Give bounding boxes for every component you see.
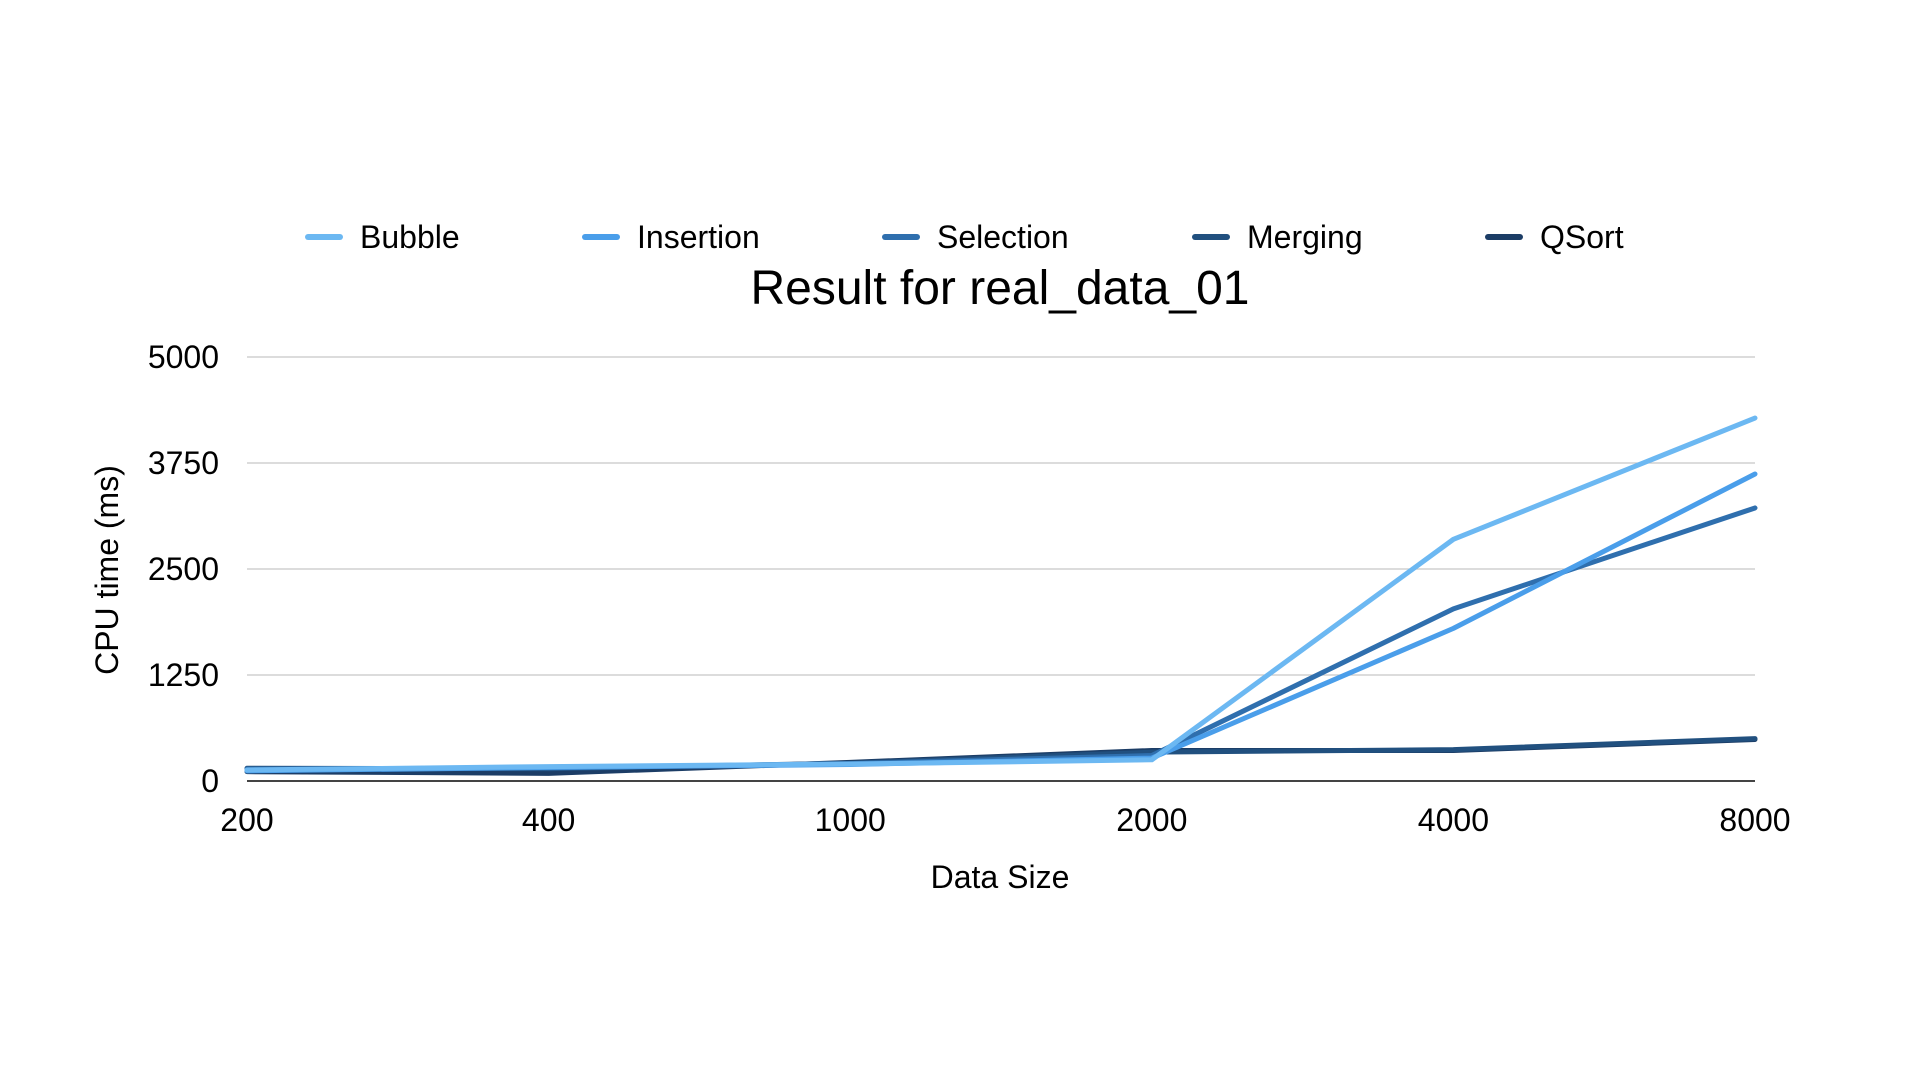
x-tick-label: 2000	[1116, 802, 1187, 838]
y-tick-label: 1250	[148, 657, 219, 693]
series-line-bubble	[244, 415, 1758, 773]
y-tick-label: 2500	[148, 551, 219, 587]
series-line-selection	[244, 505, 1758, 772]
legend-label: Merging	[1247, 219, 1363, 255]
gridlines	[247, 356, 1755, 782]
y-tick-label: 5000	[148, 339, 219, 375]
y-axis-title: CPU time (ms)	[89, 465, 125, 675]
legend-item-bubble: Bubble	[305, 219, 460, 255]
x-tick-label: 1000	[815, 802, 886, 838]
chart-title: Result for real_data_01	[751, 262, 1250, 315]
x-axis-title: Data Size	[931, 859, 1070, 895]
y-tick-label: 3750	[148, 445, 219, 481]
x-tick-label: 4000	[1418, 802, 1489, 838]
legend-item-qsort: QSort	[1485, 219, 1624, 255]
y-axis-ticks: 0 1250 2500 3750 5000	[148, 339, 219, 799]
x-axis-ticks: 200 400 1000 2000 4000 8000	[220, 802, 1790, 838]
legend-item-selection: Selection	[882, 219, 1069, 255]
legend-label: QSort	[1540, 219, 1624, 255]
legend: Bubble Insertion Selection Merging QSort	[305, 219, 1624, 255]
x-tick-label: 200	[220, 802, 273, 838]
y-tick-label: 0	[201, 763, 219, 799]
series-line-insertion	[244, 471, 1758, 774]
legend-item-insertion: Insertion	[582, 219, 760, 255]
legend-label: Selection	[937, 219, 1069, 255]
x-tick-label: 8000	[1719, 802, 1790, 838]
x-tick-label: 400	[522, 802, 575, 838]
legend-label: Bubble	[360, 219, 460, 255]
legend-item-merging: Merging	[1192, 219, 1363, 255]
legend-label: Insertion	[637, 219, 760, 255]
series-lines	[244, 415, 1758, 776]
